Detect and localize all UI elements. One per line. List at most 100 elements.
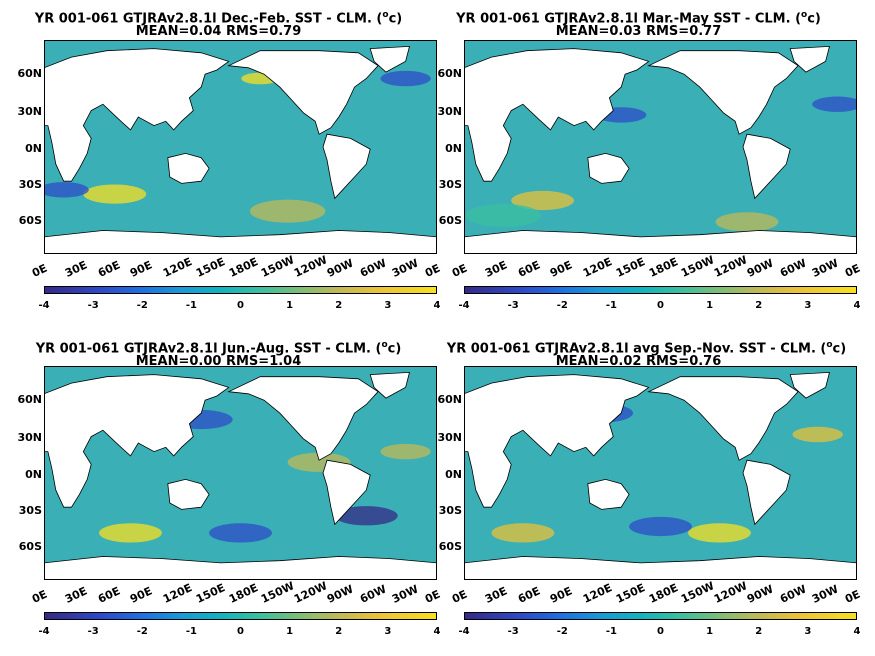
land-mass xyxy=(44,48,230,182)
colorbar-tick-label: -1 xyxy=(605,300,617,311)
lat-tick-label: 0N xyxy=(445,467,462,481)
colorbar-tick-label: -2 xyxy=(556,300,568,311)
lon-tick-label: 90W xyxy=(744,256,776,280)
sst-anomaly-map xyxy=(44,40,437,254)
colorbar-tick-label: -3 xyxy=(507,300,519,311)
land-mass xyxy=(587,478,630,510)
lat-tick-label: 60N xyxy=(437,66,462,80)
colorbar-tick-label: 4 xyxy=(433,300,441,311)
lon-tick-label: 30W xyxy=(810,582,841,606)
colorbar-tick-label: 1 xyxy=(286,626,294,637)
lon-tick-label: 30W xyxy=(390,582,421,606)
colorbar-tick-label: 0 xyxy=(657,300,664,311)
land-mass xyxy=(742,459,791,526)
map-frame xyxy=(44,366,437,580)
lon-tick-label: 120W xyxy=(712,253,750,280)
colorbar-tick-label: 1 xyxy=(706,300,714,311)
colorbar xyxy=(464,612,857,620)
lat-tick-label: 60N xyxy=(437,392,462,406)
colorbar-tick-label: -1 xyxy=(185,300,197,311)
sst-field-svg xyxy=(44,40,437,254)
lat-tick-label: 0N xyxy=(25,467,42,481)
colorbar-tick-label: -4 xyxy=(38,626,50,637)
lon-tick-label: 60W xyxy=(777,256,808,280)
lat-tick-label: 30N xyxy=(17,105,42,119)
colorbar-tick-label: 3 xyxy=(384,300,392,311)
map-panel-mam: YR 001-061 GTJRAv2.8.1l Mar.-May SST - C… xyxy=(420,0,862,328)
land-mass xyxy=(789,45,831,73)
lon-tick-label: 0E xyxy=(843,587,863,606)
colorbar-tick-label: 1 xyxy=(706,626,714,637)
colorbar-tick-label: -2 xyxy=(556,626,568,637)
lon-tick-label: 90E xyxy=(548,258,575,280)
lat-tick-label: 60N xyxy=(17,66,42,80)
colorbar-tick-label: 3 xyxy=(804,626,812,637)
sst-anomaly-patch xyxy=(465,203,542,228)
sst-field-svg xyxy=(44,366,437,580)
land-mass xyxy=(227,50,379,135)
sst-anomaly-map xyxy=(464,366,857,580)
lon-tick-label: 60E xyxy=(95,584,122,606)
lon-tick-label: 150W xyxy=(679,579,717,606)
lat-tick-label: 60S xyxy=(438,540,462,554)
land-mass xyxy=(464,230,857,254)
lon-tick-label: 90W xyxy=(324,256,356,280)
sst-anomaly-map xyxy=(464,40,857,254)
sst-anomaly-patch xyxy=(249,199,326,223)
land-mass xyxy=(464,374,650,508)
lon-tick-label: 90W xyxy=(744,582,776,606)
lon-tick-label: 60W xyxy=(357,256,388,280)
sst-anomaly-patch xyxy=(511,190,575,211)
colorbar-tick-label: 4 xyxy=(853,626,861,637)
colorbar-tick-label: 3 xyxy=(804,300,812,311)
colorbar xyxy=(464,286,857,294)
colorbar-tick-label: 2 xyxy=(755,300,763,311)
sst-anomaly-patch xyxy=(209,523,272,543)
land-mass xyxy=(44,374,230,508)
map-panel-jja: YR 001-061 GTJRAv2.8.1l Jun.-Aug. SST - … xyxy=(0,326,442,654)
lon-tick-label: 150E xyxy=(193,581,227,606)
colorbar-tick-label: -4 xyxy=(458,626,470,637)
lat-tick-label: 60S xyxy=(18,540,42,554)
lon-tick-label: 30W xyxy=(390,256,421,280)
colorbar xyxy=(44,612,437,620)
lon-tick-label: 60E xyxy=(515,258,542,280)
lon-tick-label: 60E xyxy=(515,584,542,606)
map-frame xyxy=(44,40,437,254)
colorbar-tick-label: 1 xyxy=(286,300,294,311)
lat-tick-label: 30S xyxy=(18,504,42,518)
land-mass xyxy=(464,48,650,182)
colorbar-tick-label: -3 xyxy=(87,300,99,311)
colorbar-tick-label: -2 xyxy=(136,300,148,311)
land-mass xyxy=(464,556,857,580)
sst-anomaly-patch xyxy=(83,184,147,204)
colorbar-tick-label: 0 xyxy=(237,300,244,311)
lon-tick-label: 0E xyxy=(843,261,863,280)
lon-tick-label: 150E xyxy=(613,255,647,280)
colorbar-tick-label: 2 xyxy=(335,626,343,637)
lon-tick-label: 90E xyxy=(548,584,575,606)
map-panel-djf: YR 001-061 GTJRAv2.8.1l Dec.-Feb. SST - … xyxy=(0,0,442,328)
colorbar-tick-label: 4 xyxy=(433,626,441,637)
colorbar-tick-label: 4 xyxy=(853,300,861,311)
sst-anomaly-patch xyxy=(334,506,398,526)
panel-title: YR 001-061 GTJRAv2.8.1l Mar.-May SST - C… xyxy=(456,10,821,27)
lon-tick-label: 30E xyxy=(482,584,509,606)
lon-tick-label: 90E xyxy=(128,258,155,280)
sst-anomaly-patch xyxy=(44,182,89,198)
colorbar-tick-label: 2 xyxy=(335,300,343,311)
land-mass xyxy=(227,376,379,461)
land-mass xyxy=(742,133,791,200)
lon-tick-label: 60E xyxy=(95,258,122,280)
colorbar-tick-label: -4 xyxy=(38,300,50,311)
sst-anomaly-patch xyxy=(99,523,162,543)
lon-tick-label: 0E xyxy=(30,261,50,280)
colorbar-tick-label: 0 xyxy=(657,626,664,637)
land-mass xyxy=(369,45,411,73)
lon-tick-label: 30E xyxy=(482,258,509,280)
lat-tick-label: 0N xyxy=(445,141,462,155)
lat-tick-label: 60S xyxy=(18,214,42,228)
lon-tick-label: 0E xyxy=(450,587,470,606)
lon-tick-label: 60W xyxy=(777,582,808,606)
sst-anomaly-patch xyxy=(491,523,555,543)
